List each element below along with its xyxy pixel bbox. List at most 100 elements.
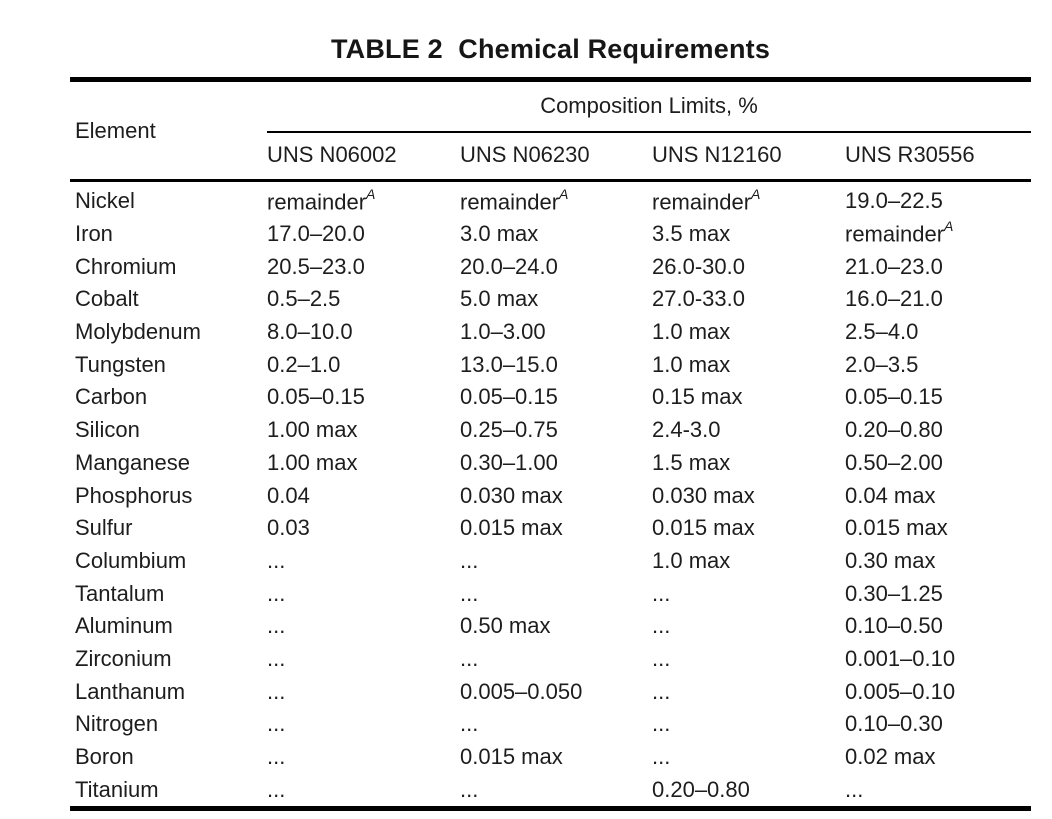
value-cell: 0.04	[267, 482, 310, 508]
element-cell: Lanthanum	[75, 678, 186, 704]
element-cell: Sulfur	[75, 515, 133, 541]
value-cell: ...	[267, 711, 286, 737]
value-cell: ...	[652, 711, 671, 737]
value-cell: 0.30–1.00	[460, 449, 558, 475]
value-cell: 20.0–24.0	[460, 253, 558, 279]
value-cell: 26.0-30.0	[652, 253, 745, 279]
column-header-uns-n06002: UNS N06002	[267, 132, 460, 182]
value-cell: ...	[267, 580, 286, 606]
value-cell: 3.0 max	[460, 221, 539, 247]
value-cell: 0.30 max	[845, 547, 936, 573]
table-row: Columbium...... 1.0 max 0.30 max	[70, 545, 1031, 578]
element-cell: Manganese	[75, 449, 190, 475]
value-cell: 2.0–3.5	[845, 351, 919, 377]
value-cell: remainderA	[460, 181, 652, 218]
element-cell: Aluminum	[75, 613, 173, 639]
table-row: Boron... 0.015 max... 0.02 max	[70, 741, 1031, 774]
value-cell: 3.5 max	[652, 221, 731, 247]
value-cell: 0.05–0.15	[460, 384, 558, 410]
element-cell: Cobalt	[75, 286, 139, 312]
table-row: Lanthanum... 0.005–0.050... 0.005–0.10	[70, 675, 1031, 708]
element-cell: Molybdenum	[75, 319, 201, 345]
chemical-requirements-table: Element Composition Limits, % UNS N06002…	[70, 77, 1032, 812]
value-cell: 0.03	[267, 515, 310, 541]
table-row: Aluminum... 0.50 max... 0.10–0.50	[70, 610, 1031, 643]
value-cell: 0.10–0.50	[845, 613, 943, 639]
element-cell: Boron	[75, 744, 134, 770]
table-row: Nickel remainderA remainderA remainderA 19.0…	[70, 181, 1031, 218]
element-cell: Nickel	[75, 188, 135, 214]
element-cell: Tantalum	[75, 580, 165, 606]
value-cell: 0.25–0.75	[460, 417, 558, 443]
value-cell: 0.015 max	[460, 515, 563, 541]
value-cell: ...	[267, 744, 286, 770]
value-cell: ...	[267, 678, 286, 704]
table-row: Molybdenum 8.0–10.0 1.0–3.00 1.0 max 2.5–4.0	[70, 316, 1031, 349]
element-cell: Zirconium	[75, 645, 172, 671]
element-cell: Chromium	[75, 253, 177, 279]
value-cell: ...	[267, 776, 286, 802]
value-cell: 1.0 max	[652, 319, 731, 345]
value-cell: 20.5–23.0	[267, 253, 365, 279]
value-cell: 0.015 max	[845, 515, 948, 541]
value-cell: 0.005–0.10	[845, 678, 956, 704]
element-cell: Tungsten	[75, 351, 166, 377]
value-cell: 1.0 max	[652, 547, 731, 573]
footnote-marker: A	[751, 185, 761, 202]
value-text: remainder	[845, 221, 945, 247]
value-cell: 19.0–22.5	[845, 188, 943, 214]
value-cell: ...	[267, 613, 286, 639]
table-row: Phosphorus 0.04 0.030 max 0.030 max 0.04 max	[70, 479, 1031, 512]
value-cell: 2.5–4.0	[845, 319, 919, 345]
table-row: Sulfur 0.03 0.015 max 0.015 max 0.015 max	[70, 512, 1031, 545]
value-cell: ...	[460, 776, 479, 802]
value-cell: 0.5–2.5	[267, 286, 341, 312]
value-cell: 0.04 max	[845, 482, 936, 508]
value-cell: remainderA	[652, 181, 845, 218]
value-cell: remainderA	[845, 218, 1031, 251]
value-cell: 0.015 max	[460, 744, 563, 770]
value-cell: 13.0–15.0	[460, 351, 558, 377]
value-cell: 5.0 max	[460, 286, 539, 312]
element-cell: Iron	[75, 221, 113, 247]
table-row: Manganese 1.00 max 0.30–1.00 1.5 max 0.50–2.…	[70, 447, 1031, 480]
table-row: Titanium...... 0.20–0.80...	[70, 773, 1031, 808]
element-cell: Columbium	[75, 547, 187, 573]
value-cell: ...	[460, 645, 479, 671]
table-title: TABLE 2 Chemical Requirements	[330, 34, 771, 64]
table-row: Nitrogen......... 0.10–0.30	[70, 708, 1031, 741]
value-cell: ...	[652, 613, 671, 639]
value-text: remainder	[652, 189, 752, 214]
value-cell: 0.02 max	[845, 744, 936, 770]
element-column-header: Element	[70, 79, 267, 182]
value-cell: 0.50 max	[460, 613, 551, 639]
value-cell: 0.20–0.80	[652, 776, 750, 802]
value-cell: ...	[460, 580, 479, 606]
value-cell: 0.015 max	[652, 515, 755, 541]
value-cell: ...	[460, 711, 479, 737]
value-cell: 0.30–1.25	[845, 580, 943, 606]
column-header-uns-n06230: UNS N06230	[460, 132, 652, 182]
value-cell: 0.20–0.80	[845, 417, 943, 443]
table-row: Carbon 0.05–0.15 0.05–0.15 0.15 max 0.05–0.1…	[70, 381, 1031, 414]
element-cell: Carbon	[75, 384, 148, 410]
value-cell: 2.4-3.0	[652, 417, 721, 443]
value-cell: 0.15 max	[652, 384, 743, 410]
table-row: Iron 17.0–20.0 3.0 max 3.5 max remainderA	[70, 218, 1031, 251]
element-cell: Nitrogen	[75, 711, 159, 737]
value-cell: ...	[267, 645, 286, 671]
table-row: Chromium 20.5–23.0 20.0–24.0 26.0-30.0 21.0–…	[70, 250, 1031, 283]
value-cell: ...	[652, 580, 671, 606]
value-cell: 17.0–20.0	[267, 221, 365, 247]
value-cell: 0.001–0.10	[845, 645, 956, 671]
table-header: Element Composition Limits, % UNS N06002…	[70, 79, 1032, 182]
value-cell: ...	[652, 645, 671, 671]
table-body: Nickel remainderA remainderA remainderA 19.0…	[70, 181, 1031, 809]
value-cell: 16.0–21.0	[845, 286, 943, 312]
footnote-marker: A	[366, 185, 376, 202]
value-cell: remainderA	[267, 181, 460, 218]
value-text: remainder	[267, 189, 367, 214]
footnote-marker: A	[944, 218, 954, 235]
value-cell: 1.00 max	[267, 449, 358, 475]
